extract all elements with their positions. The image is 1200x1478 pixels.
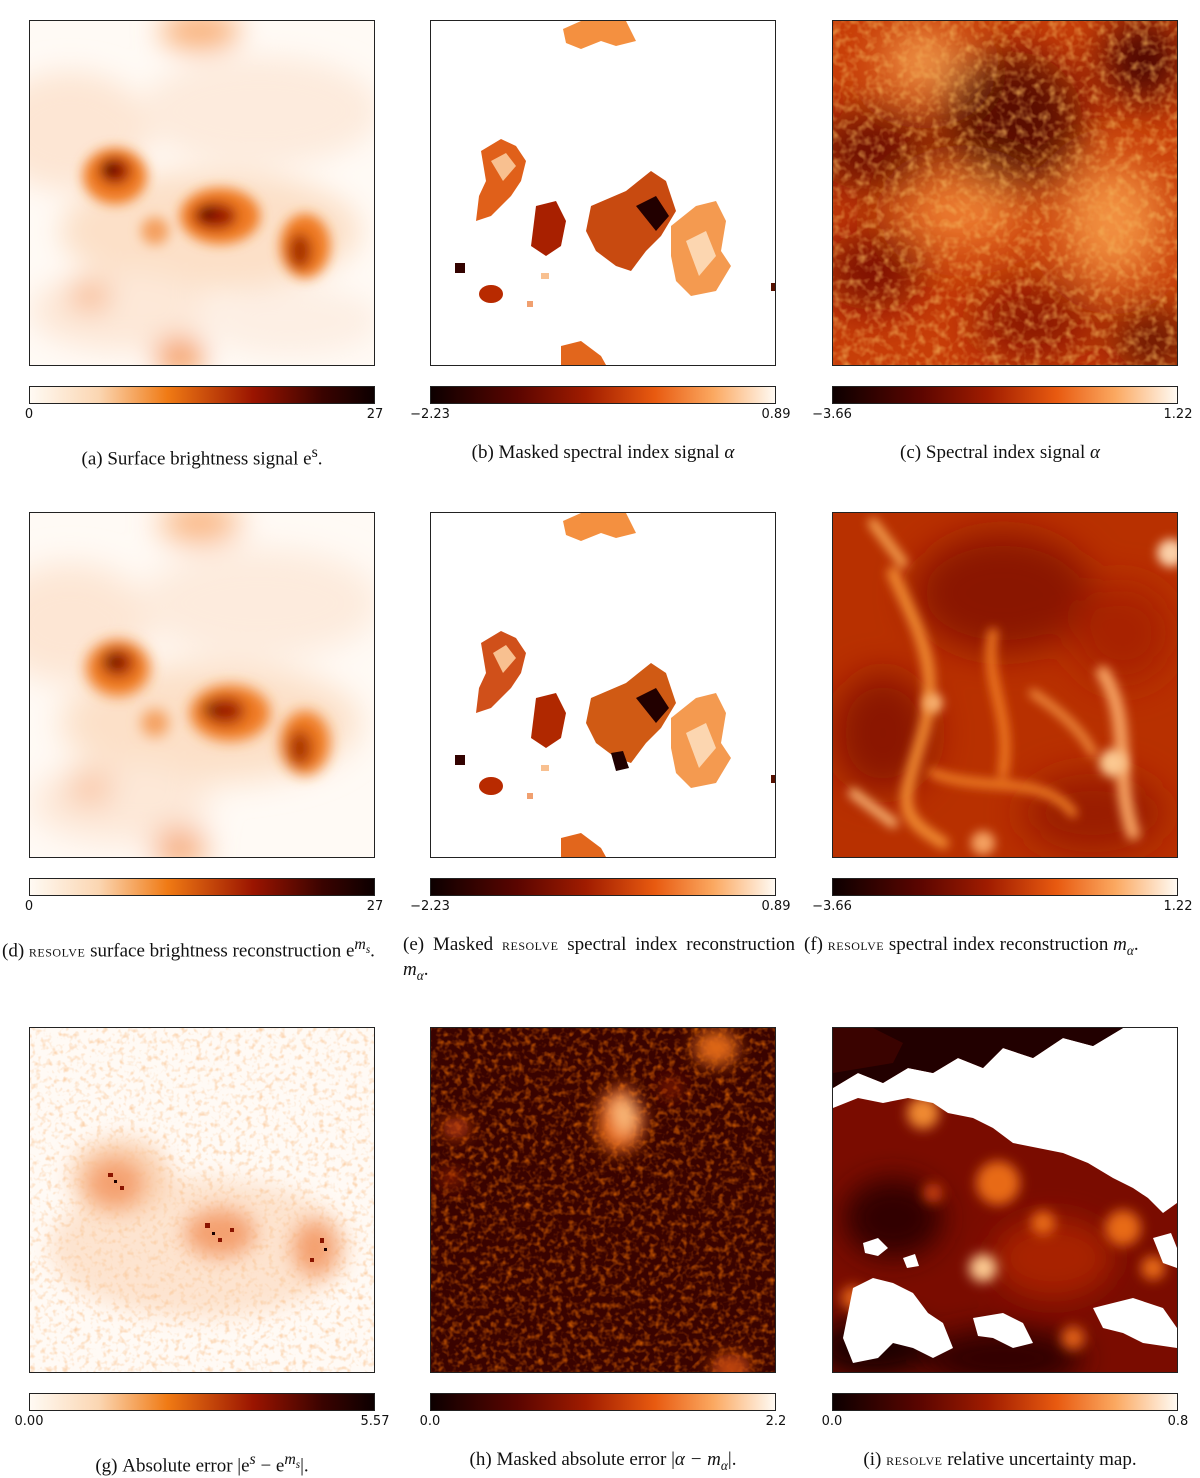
colorbar-a [29,386,375,404]
relative-uncertainty-map [832,1027,1178,1373]
colorbar-i [832,1393,1178,1411]
colorbar-max-label: 0.89 [761,899,791,914]
absolute-error-map [29,1027,375,1373]
surface-brightness-reconstruction-map [29,512,375,858]
caption-e: (e) Masked resolve spectral index recons… [403,934,795,983]
colorbar-min-label: 0.0 [419,1414,441,1429]
colorbar-max-label: 1.22 [1163,899,1193,914]
spectral-index-reconstruction-map [832,512,1178,858]
colorbar-b [430,386,776,404]
colorbar-h [430,1393,776,1411]
masked-spectral-index-signal-map [430,20,776,366]
colorbar-g [29,1393,375,1411]
colorbar-max-label: 27 [366,899,384,914]
colorbar-a-ticks: 0 27 [5,407,399,423]
spectral-index-signal-map [832,20,1178,366]
colorbar-min-label: 0 [24,407,34,422]
colorbar-f [832,878,1178,896]
colorbar-b-ticks: −2.23 0.89 [406,407,800,423]
colorbar-max-label: 5.57 [360,1414,390,1429]
masked-spectral-index-reconstruction-map [430,512,776,858]
colorbar-min-label: 0.00 [14,1414,44,1429]
caption-i: (i) resolve relative uncertainty map. [863,1449,1137,1470]
colorbar-min-label: 0.0 [821,1414,843,1429]
caption-c: (c) Spectral index signal α [900,442,1100,463]
caption-f: (f) resolve spectral index reconstructio… [804,934,1139,958]
caption-g: (g) Absolute error |es − ems|. [95,1451,309,1477]
colorbar-d [29,878,375,896]
caption-a: (a) Surface brightness signal es. [81,444,323,470]
colorbar-max-label: 27 [366,407,384,422]
colorbar-c [832,386,1178,404]
colorbar-min-label: −2.23 [410,407,450,422]
colorbar-min-label: −2.23 [410,899,450,914]
colorbar-c-ticks: −3.66 1.22 [808,407,1200,423]
colorbar-max-label: 0.8 [1167,1414,1189,1429]
colorbar-i-ticks: 0.0 0.8 [808,1414,1200,1430]
colorbar-f-ticks: −3.66 1.22 [808,899,1200,915]
masked-absolute-error-map [430,1027,776,1373]
colorbar-e [430,878,776,896]
caption-b: (b) Masked spectral index signal α [471,442,735,463]
colorbar-max-label: 2.2 [765,1414,787,1429]
colorbar-min-label: −3.66 [812,407,852,422]
colorbar-d-ticks: 0 27 [5,899,399,915]
colorbar-e-ticks: −2.23 0.89 [406,899,800,915]
surface-brightness-signal-map [29,20,375,366]
colorbar-min-label: 0 [24,899,34,914]
colorbar-max-label: 1.22 [1163,407,1193,422]
colorbar-min-label: −3.66 [812,899,852,914]
colorbar-h-ticks: 0.0 2.2 [406,1414,800,1430]
caption-h: (h) Masked absolute error |α − mα|. [469,1449,737,1473]
colorbar-g-ticks: 0.00 5.57 [5,1414,399,1430]
colorbar-max-label: 0.89 [761,407,791,422]
caption-d: (d) resolve surface brightness reconstru… [2,936,375,962]
